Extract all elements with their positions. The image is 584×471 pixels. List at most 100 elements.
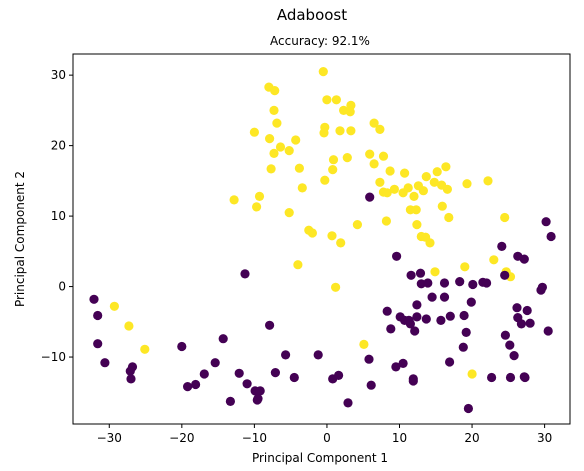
data-point: [415, 268, 426, 278]
x-tick-label: −20: [169, 431, 194, 445]
data-point: [455, 277, 465, 287]
data-point: [336, 238, 346, 248]
data-point: [307, 228, 317, 238]
x-tick-label: 20: [464, 431, 479, 445]
data-point: [411, 205, 421, 215]
data-point: [225, 396, 235, 406]
data-point: [512, 303, 522, 313]
data-point: [294, 163, 304, 173]
data-point: [93, 339, 103, 349]
data-point: [439, 292, 450, 302]
data-point: [500, 212, 510, 223]
data-point: [500, 330, 510, 340]
data-point: [229, 195, 239, 205]
data-point: [334, 370, 344, 380]
data-point: [318, 67, 328, 77]
data-point: [255, 386, 265, 396]
data-point: [89, 294, 99, 304]
data-point: [392, 251, 402, 261]
data-point: [409, 191, 419, 201]
chart-subtitle: Accuracy: 92.1%: [270, 34, 370, 48]
data-point: [369, 159, 379, 169]
data-point: [183, 382, 193, 392]
data-point: [375, 177, 385, 187]
data-point: [365, 192, 375, 202]
data-point: [436, 315, 446, 325]
data-point: [240, 269, 250, 279]
data-point: [489, 255, 499, 265]
data-point: [346, 126, 356, 136]
data-point: [546, 231, 556, 242]
data-point: [497, 241, 507, 251]
data-point: [441, 162, 451, 172]
data-point: [405, 319, 415, 329]
data-point: [365, 149, 375, 159]
data-point: [425, 238, 435, 248]
data-point: [439, 278, 450, 288]
data-point: [430, 267, 440, 277]
y-tick-label: 30: [51, 68, 66, 82]
data-point: [505, 340, 515, 350]
data-point: [331, 282, 341, 292]
data-point: [369, 118, 379, 128]
data-point: [437, 201, 447, 211]
data-point: [386, 324, 396, 334]
data-point: [412, 300, 422, 310]
data-point: [125, 366, 135, 376]
data-point: [242, 379, 252, 389]
data-point: [500, 270, 510, 280]
data-point: [249, 127, 259, 137]
data-point: [269, 105, 279, 115]
data-point: [364, 354, 374, 364]
data-point: [322, 95, 332, 105]
data-point: [320, 175, 330, 185]
data-point: [487, 372, 497, 383]
data-point: [429, 177, 439, 187]
data-point: [458, 342, 468, 352]
data-point: [468, 279, 478, 290]
data-point: [210, 358, 220, 368]
data-point: [378, 151, 389, 161]
x-tick-label: 10: [392, 431, 407, 445]
x-axis-ticks: −30 −20 −10 0 10 20 30: [97, 424, 552, 445]
data-point: [541, 217, 551, 227]
data-point: [461, 327, 471, 337]
data-point: [319, 128, 329, 138]
data-point: [432, 167, 442, 177]
plot-frame: [72, 53, 571, 425]
x-tick-label: 30: [537, 431, 552, 445]
y-axis-label: Principal Component 2: [13, 171, 27, 307]
x-axis-label: Principal Component 1: [252, 451, 388, 465]
data-point: [281, 350, 291, 360]
data-point: [331, 95, 341, 105]
data-point: [522, 305, 532, 316]
data-point: [284, 208, 294, 218]
data-point: [352, 220, 362, 230]
data-point: [516, 319, 527, 329]
data-point: [403, 183, 413, 193]
data-point: [418, 186, 428, 196]
data-point: [445, 311, 455, 321]
data-point: [291, 135, 301, 145]
data-point: [199, 369, 209, 379]
data-point: [400, 168, 410, 178]
data-point: [293, 260, 303, 270]
data-point: [218, 334, 228, 344]
data-point: [463, 403, 473, 414]
data-points: [89, 67, 556, 414]
data-point: [275, 142, 286, 152]
data-point: [140, 344, 150, 354]
data-point: [389, 184, 399, 194]
data-point: [410, 326, 420, 336]
data-point: [427, 292, 437, 302]
data-point: [462, 179, 472, 189]
data-point: [509, 351, 519, 361]
data-point: [537, 282, 548, 292]
data-point: [421, 314, 431, 324]
data-point: [412, 312, 422, 322]
data-point: [505, 372, 516, 383]
data-point: [412, 220, 422, 230]
data-point: [265, 134, 275, 144]
chart-title: Adaboost: [277, 6, 347, 24]
